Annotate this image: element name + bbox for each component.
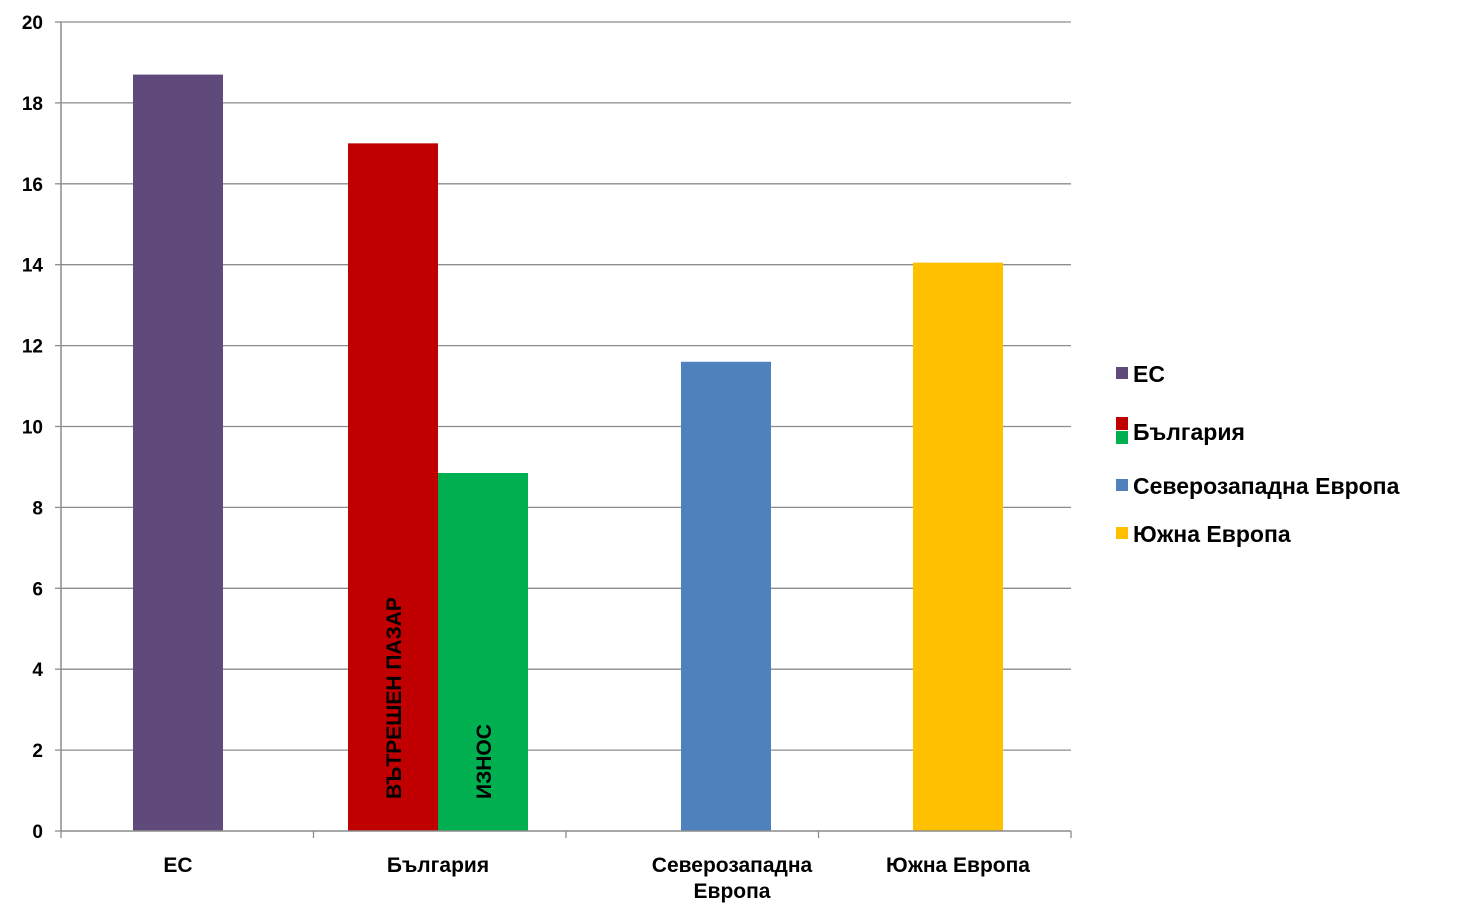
y-tick-label: 18 <box>22 94 43 115</box>
bar-data-label: ИЗНОС <box>473 724 496 799</box>
y-tick-label: 4 <box>32 660 43 681</box>
bars: ВЪТРЕШЕН ПАЗАР ИЗНОС <box>133 74 1003 832</box>
bar-data-label: ВЪТРЕШЕН ПАЗАР <box>383 597 406 799</box>
y-tick-label: 14 <box>22 256 44 277</box>
gridlines <box>61 21 1071 751</box>
y-tick-label: 16 <box>22 175 43 196</box>
x-category-label: ЕС <box>163 854 192 877</box>
y-tick-label: 8 <box>32 498 43 519</box>
legend-label: България <box>1133 419 1245 445</box>
x-category-label: Северозападна <box>652 854 813 877</box>
y-tick-label: 12 <box>22 337 43 358</box>
legend-swatch <box>1116 527 1128 539</box>
y-tick-label: 20 <box>22 13 43 34</box>
y-tick-label: 6 <box>32 579 43 600</box>
legend-label: Южна Европа <box>1133 521 1291 547</box>
legend-label: Северозападна Европа <box>1133 473 1400 499</box>
y-tick-label: 0 <box>32 822 43 843</box>
y-axis-ticks: 0 2 4 6 8 10 12 14 16 18 20 <box>22 13 61 843</box>
x-category-label: Южна Европа <box>886 854 1030 877</box>
x-axis-categories: ЕС България Северозападна Европа Южна Европа <box>163 854 1030 903</box>
y-tick-label: 2 <box>32 741 43 762</box>
legend-swatch <box>1116 431 1128 444</box>
legend-swatch <box>1116 479 1128 491</box>
bar <box>133 74 223 831</box>
x-category-label: Европа <box>694 880 771 903</box>
legend: ЕС България Северозападна Европа Южна Европ… <box>1116 361 1400 547</box>
y-tick-label: 10 <box>22 418 43 439</box>
legend-swatch <box>1116 417 1128 430</box>
legend-label: ЕС <box>1133 361 1165 387</box>
legend-swatch <box>1116 367 1128 379</box>
x-category-label: България <box>387 854 489 877</box>
bar <box>913 262 1003 831</box>
bar <box>438 473 528 831</box>
bar <box>681 361 771 831</box>
bar <box>348 143 438 832</box>
